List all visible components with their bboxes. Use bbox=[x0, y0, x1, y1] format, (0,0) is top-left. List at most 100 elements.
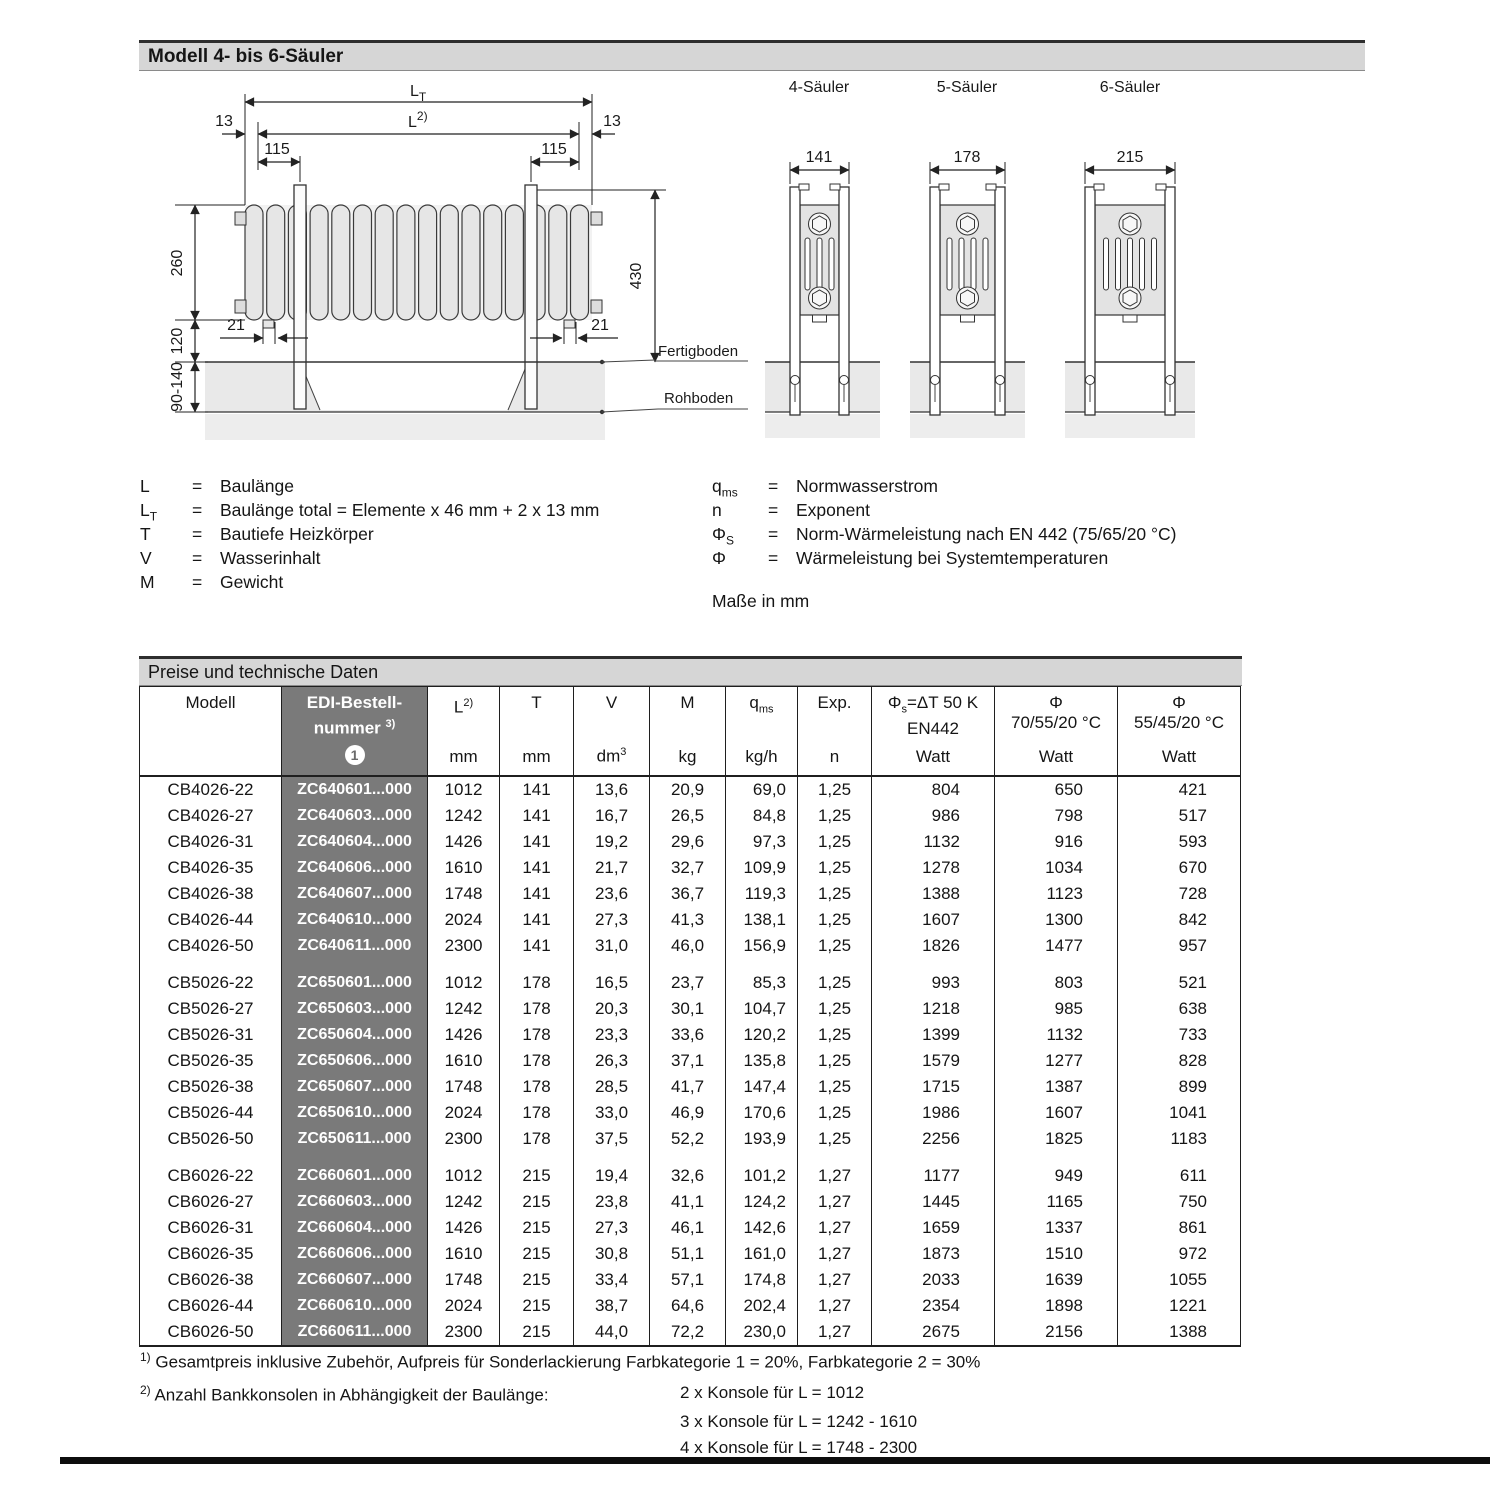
cell-t-mm: 178 bbox=[499, 996, 574, 1022]
cell-l-mm: 1012 bbox=[427, 970, 500, 996]
cell-v-dm3: 21,7 bbox=[573, 855, 650, 881]
equals-sign: = bbox=[192, 500, 203, 520]
cross-section-6-saeuler: 6-Säuler 215 bbox=[1065, 79, 1195, 438]
cell-v-dm3: 19,2 bbox=[573, 829, 650, 855]
legend-description: Wasserinhalt bbox=[220, 548, 321, 568]
cell-phi-s-watt: 2354 bbox=[871, 1293, 995, 1319]
cell-m-kg: 32,7 bbox=[649, 855, 726, 881]
cell-modell: CB4026-22 bbox=[139, 776, 282, 803]
cell-phi-70-watt: 1510 bbox=[994, 1241, 1118, 1267]
cell-m-kg: 33,6 bbox=[649, 1022, 726, 1048]
cell-qms-kgh: 85,3 bbox=[725, 970, 798, 996]
cell-edi-number: ZC650611...000 bbox=[281, 1126, 428, 1152]
units-note: Maße in mm bbox=[712, 591, 810, 611]
cell-t-mm: 215 bbox=[499, 1319, 574, 1346]
cell-v-dm3: 26,3 bbox=[573, 1048, 650, 1074]
table-row: CB4026-22 ZC640601...000 1012 141 13,6 20,9 69… bbox=[139, 776, 1241, 803]
cell-modell: CB4026-35 bbox=[139, 855, 282, 881]
cell-phi-s-watt: 1445 bbox=[871, 1189, 995, 1215]
cross-section-label: 5-Säuler bbox=[937, 79, 998, 96]
cell-qms-kgh: 138,1 bbox=[725, 907, 798, 933]
cell-m-kg: 41,3 bbox=[649, 907, 726, 933]
cell-m-kg: 72,2 bbox=[649, 1319, 726, 1346]
legend-description: Exponent bbox=[796, 500, 870, 520]
cell-v-dm3: 19,4 bbox=[573, 1163, 650, 1189]
col-header-l: L2) mm bbox=[427, 686, 500, 777]
cell-t-mm: 215 bbox=[499, 1189, 574, 1215]
cell-phi-s-watt: 1278 bbox=[871, 855, 995, 881]
cell-m-kg: 46,0 bbox=[649, 933, 726, 959]
section-title: Modell 4- bis 6-Säuler bbox=[148, 45, 344, 67]
dim-21-right: 21 bbox=[591, 317, 609, 334]
cell-phi-70-watt: 1337 bbox=[994, 1215, 1118, 1241]
cell-qms-kgh: 119,3 bbox=[725, 881, 798, 907]
cell-qms-kgh: 147,4 bbox=[725, 1074, 798, 1100]
legend-symbol: M bbox=[140, 572, 155, 592]
dim-13-right: 13 bbox=[603, 113, 621, 130]
cell-exponent: 1,27 bbox=[797, 1189, 872, 1215]
cell-modell: CB5026-38 bbox=[139, 1074, 282, 1100]
cell-m-kg: 52,2 bbox=[649, 1126, 726, 1152]
cell-edi-number: ZC660607...000 bbox=[281, 1267, 428, 1293]
cell-v-dm3: 16,7 bbox=[573, 803, 650, 829]
legend-symbol: L bbox=[140, 476, 150, 496]
cell-phi-70-watt: 1639 bbox=[994, 1267, 1118, 1293]
legend-description: Wärmeleistung bei Systemtemperaturen bbox=[796, 548, 1109, 568]
cell-phi-s-watt: 1826 bbox=[871, 933, 995, 959]
dim-115-right: 115 bbox=[541, 141, 567, 158]
table-row: CB6026-31 ZC660604...000 1426 215 27,3 46,1 14… bbox=[139, 1215, 1241, 1241]
cell-phi-55-watt: 1221 bbox=[1117, 1293, 1241, 1319]
cell-phi-70-watt: 1132 bbox=[994, 1022, 1118, 1048]
cell-exponent: 1,25 bbox=[797, 1074, 872, 1100]
spacer-cell bbox=[281, 1152, 428, 1163]
cell-t-mm: 215 bbox=[499, 1215, 574, 1241]
cell-phi-s-watt: 1579 bbox=[871, 1048, 995, 1074]
cell-v-dm3: 38,7 bbox=[573, 1293, 650, 1319]
cell-exponent: 1,27 bbox=[797, 1215, 872, 1241]
cell-phi-70-watt: 1034 bbox=[994, 855, 1118, 881]
cell-edi-number: ZC640610...000 bbox=[281, 907, 428, 933]
cell-qms-kgh: 135,8 bbox=[725, 1048, 798, 1074]
cell-phi-55-watt: 1388 bbox=[1117, 1319, 1241, 1346]
cell-phi-55-watt: 828 bbox=[1117, 1048, 1241, 1074]
table-row: CB6026-35 ZC660606...000 1610 215 30,8 51,1 16… bbox=[139, 1241, 1241, 1267]
table-row: CB6026-44 ZC660610...000 2024 215 38,7 64,6 20… bbox=[139, 1293, 1241, 1319]
dim-115-left: 115 bbox=[264, 141, 290, 158]
cell-exponent: 1,25 bbox=[797, 803, 872, 829]
cell-l-mm: 1242 bbox=[427, 803, 500, 829]
col-header-phi-s: Φs=ΔT 50 K EN442 Watt bbox=[871, 686, 995, 777]
cell-m-kg: 29,6 bbox=[649, 829, 726, 855]
cell-phi-55-watt: 750 bbox=[1117, 1189, 1241, 1215]
cell-modell: CB6026-31 bbox=[139, 1215, 282, 1241]
cell-qms-kgh: 120,2 bbox=[725, 1022, 798, 1048]
table-row: CB5026-44 ZC650610...000 2024 178 33,0 46,9 17… bbox=[139, 1100, 1241, 1126]
footnote-2: 2) Anzahl Bankkonsolen in Abhängigkeit d… bbox=[140, 1383, 549, 1405]
cell-t-mm: 141 bbox=[499, 829, 574, 855]
circled-one-badge: 1 bbox=[344, 744, 365, 765]
cell-l-mm: 1748 bbox=[427, 881, 500, 907]
cell-phi-s-watt: 1218 bbox=[871, 996, 995, 1022]
cell-exponent: 1,25 bbox=[797, 970, 872, 996]
cell-phi-55-watt: 733 bbox=[1117, 1022, 1241, 1048]
cell-phi-70-watt: 1300 bbox=[994, 907, 1118, 933]
cell-phi-70-watt: 803 bbox=[994, 970, 1118, 996]
cell-phi-55-watt: 972 bbox=[1117, 1241, 1241, 1267]
cell-v-dm3: 23,3 bbox=[573, 1022, 650, 1048]
cell-l-mm: 1748 bbox=[427, 1074, 500, 1100]
spacer-cell bbox=[499, 959, 574, 970]
table-row: CB5026-22 ZC650601...000 1012 178 16,5 23,7 85… bbox=[139, 970, 1241, 996]
cross-section-width: 141 bbox=[806, 149, 833, 166]
konsole-line-1: 2 x Konsole für L = 1012 bbox=[680, 1383, 865, 1402]
cell-t-mm: 178 bbox=[499, 1048, 574, 1074]
cell-l-mm: 1748 bbox=[427, 1267, 500, 1293]
table-row: CB4026-50 ZC640611...000 2300 141 31,0 46,0 15… bbox=[139, 933, 1241, 959]
cell-l-mm: 2300 bbox=[427, 1319, 500, 1346]
cell-phi-s-watt: 1177 bbox=[871, 1163, 995, 1189]
cell-v-dm3: 28,5 bbox=[573, 1074, 650, 1100]
cell-qms-kgh: 161,0 bbox=[725, 1241, 798, 1267]
equals-sign: = bbox=[192, 524, 203, 544]
cell-t-mm: 141 bbox=[499, 803, 574, 829]
cell-v-dm3: 16,5 bbox=[573, 970, 650, 996]
